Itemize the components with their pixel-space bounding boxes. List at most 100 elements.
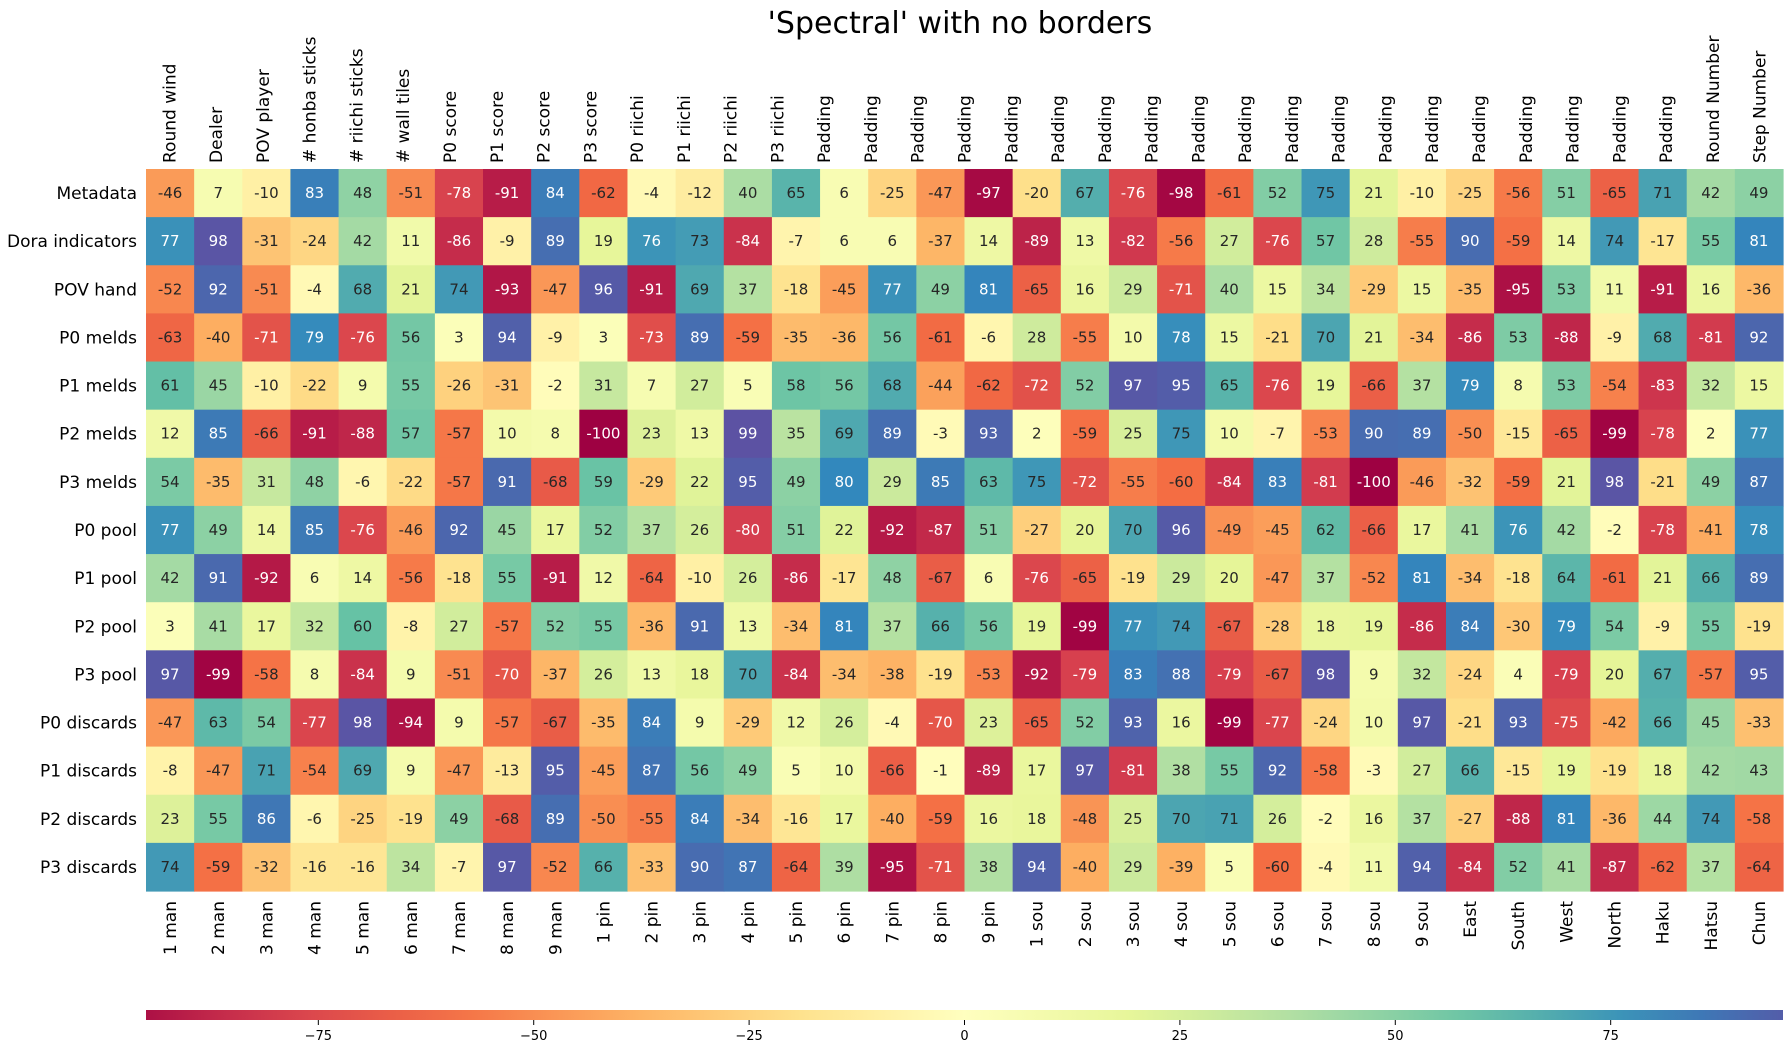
heatmap-cell	[723, 217, 773, 266]
x-bottom-tick-label: 1 pin	[594, 901, 614, 944]
heatmap-cell	[1397, 313, 1447, 363]
heatmap-cell	[916, 265, 966, 314]
heatmap-cell	[483, 698, 532, 748]
cell-value-label: 27	[1412, 762, 1431, 780]
x-top-tick-label: P3 score	[581, 91, 601, 163]
cell-value-label: -76	[1265, 232, 1290, 250]
cell-value-label: -59	[1073, 425, 1098, 443]
cell-value-label: -32	[1458, 473, 1483, 491]
cell-value-label: -8	[403, 617, 418, 635]
heatmap-cell	[194, 698, 243, 748]
cell-value-label: 54	[1605, 617, 1624, 635]
heatmap-cell	[1445, 746, 1495, 796]
cell-value-label: 67	[1653, 665, 1672, 683]
heatmap-cell	[338, 457, 388, 507]
heatmap-cell	[1445, 313, 1495, 363]
heatmap-cell	[675, 554, 725, 603]
cell-value-label: 92	[209, 280, 228, 298]
cell-value-label: 94	[498, 328, 517, 346]
cell-value-label: -76	[350, 521, 375, 539]
heatmap-cell	[146, 217, 195, 266]
heatmap-cell	[1012, 746, 1062, 796]
cell-value-label: -16	[784, 810, 809, 828]
heatmap-cell	[1397, 794, 1447, 844]
heatmap-cell	[1542, 842, 1592, 892]
cell-value-label: 27	[449, 617, 468, 635]
cell-value-label: 18	[1653, 762, 1672, 780]
heatmap-cell	[723, 265, 773, 314]
heatmap-cell	[242, 409, 292, 459]
heatmap-cell	[290, 650, 340, 700]
cell-value-label: 61	[161, 377, 180, 395]
cell-value-label: 45	[209, 377, 228, 395]
heatmap-cell	[1686, 457, 1736, 507]
cell-value-label: -54	[1602, 377, 1627, 395]
heatmap-cell	[1349, 313, 1399, 363]
cell-value-label: -86	[1410, 617, 1435, 635]
heatmap-cell	[434, 361, 484, 411]
heatmap-cell	[1445, 602, 1495, 651]
heatmap-cell	[820, 361, 869, 411]
cell-value-label: 10	[1364, 714, 1383, 732]
cell-value-label: -4	[644, 184, 659, 202]
heatmap-cell	[916, 457, 966, 507]
heatmap-cell	[1108, 650, 1158, 700]
heatmap-cell	[242, 169, 292, 218]
cell-value-label: 97	[1412, 714, 1431, 732]
heatmap-cell	[964, 409, 1014, 459]
heatmap-cell	[627, 554, 677, 603]
cell-value-label: -53	[1313, 425, 1338, 443]
cell-value-label: -58	[1747, 810, 1772, 828]
heatmap-cell	[531, 409, 580, 459]
cell-value-label: -62	[591, 184, 616, 202]
cell-value-label: 91	[498, 473, 517, 491]
cell-value-label: -84	[1217, 473, 1242, 491]
cell-value-label: -97	[976, 184, 1001, 202]
cell-value-label: 81	[1412, 569, 1431, 587]
cell-value-label: -26	[447, 377, 472, 395]
cell-value-label: 83	[305, 184, 324, 202]
cell-value-label: -32	[254, 858, 279, 876]
cell-value-label: 52	[546, 617, 565, 635]
x-top-tick-label: Padding	[1657, 95, 1677, 163]
cell-value-label: -79	[1073, 665, 1098, 683]
cell-value-label: 71	[257, 762, 276, 780]
cell-value-label: -68	[543, 473, 568, 491]
cell-value-label: 26	[835, 714, 854, 732]
heatmap-cell	[1445, 650, 1495, 700]
cell-value-label: 8	[550, 425, 560, 443]
cell-value-label: 79	[1460, 377, 1479, 395]
x-bottom-tick-label: 6 sou	[1268, 901, 1288, 947]
heatmap-cell	[1494, 794, 1543, 844]
x-top-tick-label: Padding	[1096, 95, 1116, 163]
heatmap-cell	[579, 746, 629, 796]
colorbar	[146, 1010, 1783, 1020]
heatmap-cell	[194, 265, 243, 314]
heatmap-cell	[1205, 746, 1254, 796]
heatmap-cell	[1253, 505, 1303, 555]
heatmap-cell	[242, 602, 292, 651]
heatmap-cell	[1494, 313, 1543, 363]
cell-value-label: -58	[1313, 762, 1338, 780]
heatmap-cell	[1012, 457, 1062, 507]
cell-value-label: -66	[1362, 521, 1387, 539]
cell-value-label: 48	[353, 184, 372, 202]
heatmap-cell	[434, 746, 484, 796]
cell-value-label: 69	[835, 425, 854, 443]
cell-value-label: 89	[546, 810, 565, 828]
heatmap-cell	[1734, 842, 1784, 892]
cell-value-label: 95	[1749, 665, 1768, 683]
y-tick-label: P1 pool	[74, 569, 137, 589]
heatmap-cell	[1686, 217, 1736, 266]
cell-value-label: 27	[690, 377, 709, 395]
heatmap-cell	[194, 313, 243, 363]
heatmap-cell	[627, 698, 677, 748]
heatmap-cell	[820, 409, 869, 459]
heatmap-cell	[1157, 409, 1206, 459]
x-bottom-tick-label: 2 pin	[643, 901, 663, 944]
cell-value-label: -89	[976, 762, 1001, 780]
heatmap-cell	[1060, 313, 1110, 363]
x-bottom-tick-label: Haku	[1654, 901, 1674, 944]
cell-value-label: -72	[1024, 377, 1049, 395]
cell-value-label: 11	[401, 232, 420, 250]
